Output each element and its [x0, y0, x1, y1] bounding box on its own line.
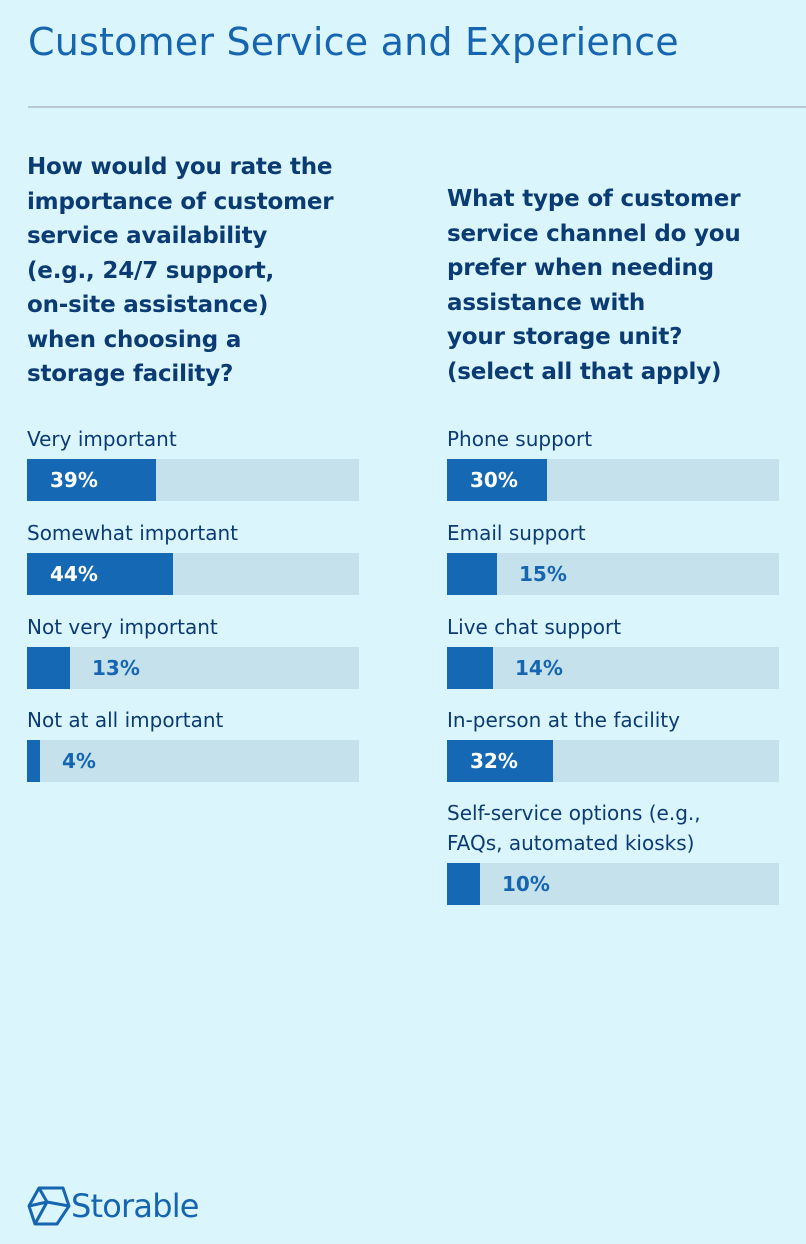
- bar-item: Somewhat important 44%: [27, 518, 359, 595]
- bar-value-label: 4%: [62, 749, 96, 773]
- bar-track: 39%: [27, 459, 359, 501]
- bar-value-label: 39%: [50, 468, 98, 492]
- bar: [447, 459, 547, 501]
- storable-logo: Storable: [27, 1185, 200, 1227]
- bar-item: Very important 39%: [27, 424, 359, 501]
- bar: [27, 459, 156, 501]
- bar-track: 30%: [447, 459, 779, 501]
- bar: [447, 740, 553, 782]
- chart-channel-question: What type of customer service channel do…: [447, 186, 741, 385]
- chart-channel: What type of customer service channel do…: [447, 182, 781, 905]
- bar-value-label: 44%: [50, 562, 98, 586]
- bar: [447, 647, 493, 689]
- logo-text: Storable: [71, 1187, 200, 1225]
- bar: [447, 553, 497, 595]
- bar-category-label: Live chat support: [447, 615, 622, 639]
- bar-item: Phone support 30%: [447, 424, 779, 501]
- page-title: Customer Service and Experience: [28, 20, 679, 64]
- chart-importance-question: How would you rate the importance of cus…: [27, 154, 334, 387]
- bar-value-label: 14%: [515, 656, 563, 680]
- bar-category-label: Very important: [27, 427, 177, 451]
- bar-category-label: Email support: [447, 521, 586, 545]
- bar-category-label: Somewhat important: [27, 521, 239, 545]
- storable-cube-icon: [27, 1186, 71, 1226]
- bar-track: 13%: [27, 647, 359, 689]
- bar-item: Not at all important 4%: [27, 705, 359, 782]
- bar-value-label: 30%: [470, 468, 518, 492]
- bar-value-label: 15%: [519, 562, 567, 586]
- bar-track: 4%: [27, 740, 359, 782]
- bar-category-label: In-person at the facility: [447, 708, 680, 732]
- bar: [27, 553, 173, 595]
- bar-value-label: 10%: [502, 872, 550, 896]
- chart-importance: How would you rate the importance of cus…: [27, 150, 361, 782]
- bar: [27, 740, 40, 782]
- bar-track: 10%: [447, 863, 779, 905]
- bar-track: 15%: [447, 553, 779, 595]
- bar-item: Email support 15%: [447, 518, 779, 595]
- title-divider: [28, 106, 806, 108]
- bar-category-label: Not very important: [27, 615, 218, 639]
- bar-category-label: Not at all important: [27, 708, 224, 732]
- bar: [447, 863, 480, 905]
- bar-item: Live chat support 14%: [447, 612, 779, 689]
- bar-track: 14%: [447, 647, 779, 689]
- bar-item: Not very important 13%: [27, 612, 359, 689]
- bar-value-label: 32%: [470, 749, 518, 773]
- bar-item: Self-service options (e.g., FAQs, automa…: [447, 798, 779, 905]
- bar: [27, 647, 70, 689]
- bar-item: In-person at the facility 32%: [447, 705, 779, 782]
- bar-track: 44%: [27, 553, 359, 595]
- bar-category-label: Self-service options (e.g., FAQs, automa…: [447, 801, 701, 855]
- bar-value-label: 13%: [92, 656, 140, 680]
- bar-track: 32%: [447, 740, 779, 782]
- bar-category-label: Phone support: [447, 427, 593, 451]
